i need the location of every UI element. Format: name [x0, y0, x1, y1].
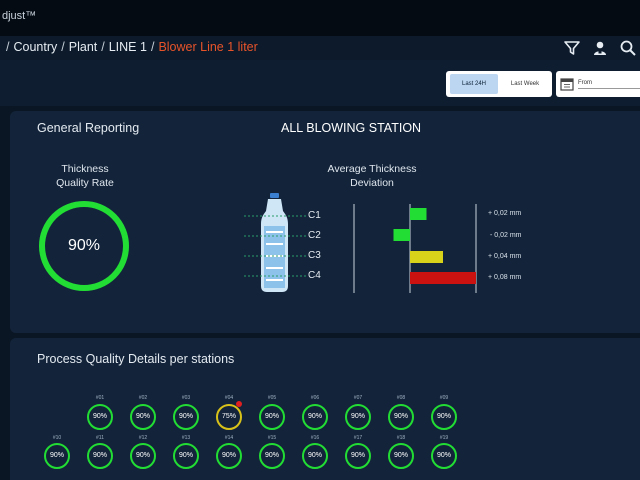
deviation-value-label: - 0,02 mm: [490, 232, 522, 239]
station-number: #10: [52, 435, 62, 441]
search-icon[interactable]: [619, 39, 637, 57]
station-quality-15[interactable]: 90%: [259, 443, 285, 469]
station-number: #07: [353, 395, 363, 401]
channel-label: C4: [308, 270, 321, 281]
breadcrumb-separator: /: [6, 40, 10, 54]
station-quality-03[interactable]: 90%: [173, 404, 199, 430]
deviation-label: Average Thickness Deviation: [322, 162, 422, 190]
station-number: #11: [96, 435, 104, 441]
general-reporting-title: General Reporting: [37, 121, 140, 135]
channel-label: C3: [308, 250, 321, 261]
calendar-icon: [560, 77, 574, 91]
station-quality-18[interactable]: 90%: [388, 443, 414, 469]
breadcrumb: / Country / Plant / LINE 1/Blower Line 1 lite…: [2, 40, 258, 54]
deviation-value-label: + 0,08 mm: [488, 274, 522, 281]
station-number: #05: [267, 395, 277, 401]
station-quality-01[interactable]: 90%: [87, 404, 113, 430]
process-quality-title: Process Quality Details per stations: [37, 352, 235, 366]
breadcrumb-separator: /: [150, 40, 155, 54]
deviation-label-line2: Deviation: [350, 177, 394, 189]
station-quality-10[interactable]: 90%: [44, 443, 70, 469]
station-quality-06[interactable]: 90%: [302, 404, 328, 430]
station-number: #02: [138, 395, 148, 401]
date-from-label: From: [578, 80, 592, 86]
station-number: #15: [267, 435, 277, 441]
station-number: #03: [181, 395, 191, 401]
station-quality-11[interactable]: 90%: [87, 443, 113, 469]
station-number: #19: [439, 435, 449, 441]
date-from-field[interactable]: From: [556, 71, 640, 97]
period-last-24h-button[interactable]: Last 24H: [450, 74, 498, 94]
breadcrumb-separator: /: [61, 40, 65, 54]
station-number: #08: [396, 395, 406, 401]
station-quality-04[interactable]: 75%: [216, 404, 242, 430]
breadcrumb-current: Blower Line 1 liter: [158, 40, 258, 54]
channel-label: C1: [308, 210, 321, 221]
station-quality-05[interactable]: 90%: [259, 404, 285, 430]
users-icon[interactable]: [591, 39, 609, 57]
station-number: #06: [310, 395, 320, 401]
station-number: #01: [95, 395, 105, 401]
station-number: #13: [181, 435, 191, 441]
station-quality-14[interactable]: 90%: [216, 443, 242, 469]
period-last-week-button[interactable]: Last Week: [510, 81, 540, 87]
period-selector: Last 24H Last Week: [446, 71, 552, 97]
station-number: #17: [353, 435, 363, 441]
general-reporting-panel: [10, 111, 640, 333]
date-from-underline: [578, 88, 640, 89]
station-number: #14: [224, 435, 234, 441]
quality-rate-value: 90%: [67, 237, 101, 254]
deviation-value-label: + 0,04 mm: [488, 253, 522, 260]
station-number: #04: [224, 395, 234, 401]
station-quality-08[interactable]: 90%: [388, 404, 414, 430]
quality-rate-label-line2: Quality Rate: [56, 177, 114, 189]
station-number: #12: [138, 435, 148, 441]
station-alert-dot: [236, 401, 242, 407]
breadcrumb-country[interactable]: Country: [13, 40, 58, 54]
station-quality-12[interactable]: 90%: [130, 443, 156, 469]
quality-rate-label: Thickness Quality Rate: [30, 162, 140, 190]
breadcrumb-plant[interactable]: Plant: [68, 40, 98, 54]
quality-rate-label-line1: Thickness: [61, 163, 109, 175]
deviation-value-label: + 0,02 mm: [488, 210, 522, 217]
station-quality-17[interactable]: 90%: [345, 443, 371, 469]
station-title: ALL BLOWING STATION: [281, 121, 422, 135]
station-quality-19[interactable]: 90%: [431, 443, 457, 469]
breadcrumb-separator: /: [101, 40, 105, 54]
station-quality-13[interactable]: 90%: [173, 443, 199, 469]
app-title: djust™: [2, 10, 37, 22]
station-number: #18: [396, 435, 406, 441]
channel-label: C2: [308, 230, 321, 241]
station-quality-09[interactable]: 90%: [431, 404, 457, 430]
deviation-label-line1: Average Thickness: [327, 163, 417, 175]
station-quality-16[interactable]: 90%: [302, 443, 328, 469]
station-quality-02[interactable]: 90%: [130, 404, 156, 430]
filter-icon[interactable]: [563, 39, 581, 57]
top-bar: djust™: [0, 0, 640, 36]
breadcrumb-line[interactable]: LINE 1: [108, 40, 147, 54]
nav-bar: / Country / Plant / LINE 1/Blower Line 1 lite…: [0, 36, 640, 60]
station-number: #16: [310, 435, 320, 441]
station-number: #09: [439, 395, 449, 401]
station-quality-07[interactable]: 90%: [345, 404, 371, 430]
